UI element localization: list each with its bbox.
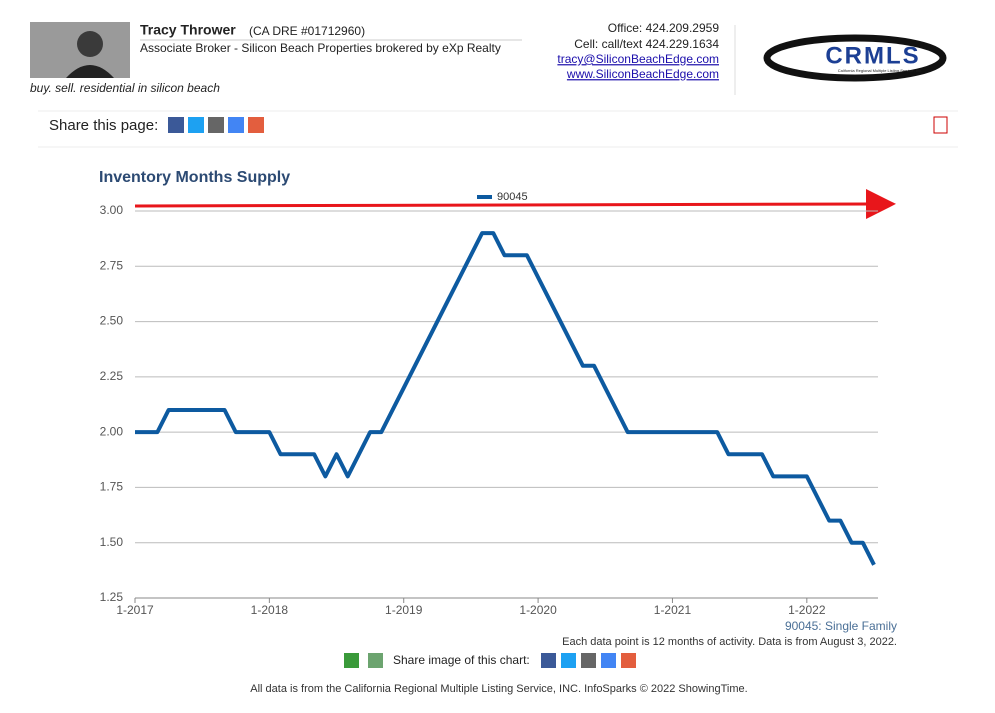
share-image-icon[interactable] <box>344 653 359 668</box>
agent-name: Tracy Thrower <box>140 22 236 38</box>
annotation-arrow <box>134 189 896 220</box>
data-note: Each data point is 12 months of activity… <box>562 636 897 648</box>
email-link[interactable]: tracy@SiliconBeachEdge.com <box>557 52 719 66</box>
data-line <box>135 231 876 566</box>
agent-license: (CA DRE #01712960) <box>249 24 365 38</box>
x-tick-label: 1-2019 <box>385 603 423 617</box>
excel-icon[interactable] <box>368 653 383 668</box>
series-footnote: 90045: Single Family <box>785 619 897 633</box>
logo-text: CRMLS <box>825 42 920 69</box>
x-tick-label: 1-2022 <box>788 603 826 617</box>
website-link[interactable]: www.SiliconBeachEdge.com <box>566 67 719 81</box>
pdf-icon[interactable] <box>933 116 948 134</box>
x-tick-label: 1-2017 <box>116 603 154 617</box>
share-label: Share this page: <box>49 117 158 134</box>
share-icons[interactable] <box>168 117 264 133</box>
chart-title: Inventory Months Supply <box>99 169 290 186</box>
y-tick-label: 2.25 <box>100 369 124 383</box>
cell-phone: Cell: call/text 424.229.1634 <box>574 37 719 51</box>
share-image-label: Share image of this chart: <box>393 653 530 667</box>
photo-body <box>66 65 114 78</box>
y-tick-label: 1.50 <box>100 535 124 549</box>
y-tick-label: 3.00 <box>100 203 124 217</box>
y-tick-label: 2.00 <box>100 424 124 438</box>
y-tick-label: 1.25 <box>100 590 124 604</box>
photo-head <box>77 31 103 57</box>
x-tick-label: 1-2018 <box>251 603 289 617</box>
chart: Inventory Months Supply 1.25 1.50 1.75 2.00… <box>99 169 896 617</box>
legend-label: 90045 <box>497 191 528 203</box>
footer-text: All data is from the California Regional… <box>250 683 747 695</box>
office-phone: Office: 424.209.2959 <box>608 21 720 35</box>
y-tick-label: 2.50 <box>100 314 124 328</box>
x-tick-label: 1-2020 <box>519 603 557 617</box>
share-image-icons[interactable] <box>541 653 636 668</box>
agent-position: Associate Broker - Silicon Beach Propert… <box>140 41 501 55</box>
y-tick-label: 1.75 <box>100 480 124 494</box>
x-tick-label: 1-2021 <box>654 603 692 617</box>
tagline: buy. sell. residential in silicon beach <box>30 81 220 95</box>
y-tick-label: 2.75 <box>100 258 124 272</box>
logo-subtext: California Regional Multiple Listing Ser… <box>838 68 922 73</box>
logo-swoosh <box>763 34 947 82</box>
